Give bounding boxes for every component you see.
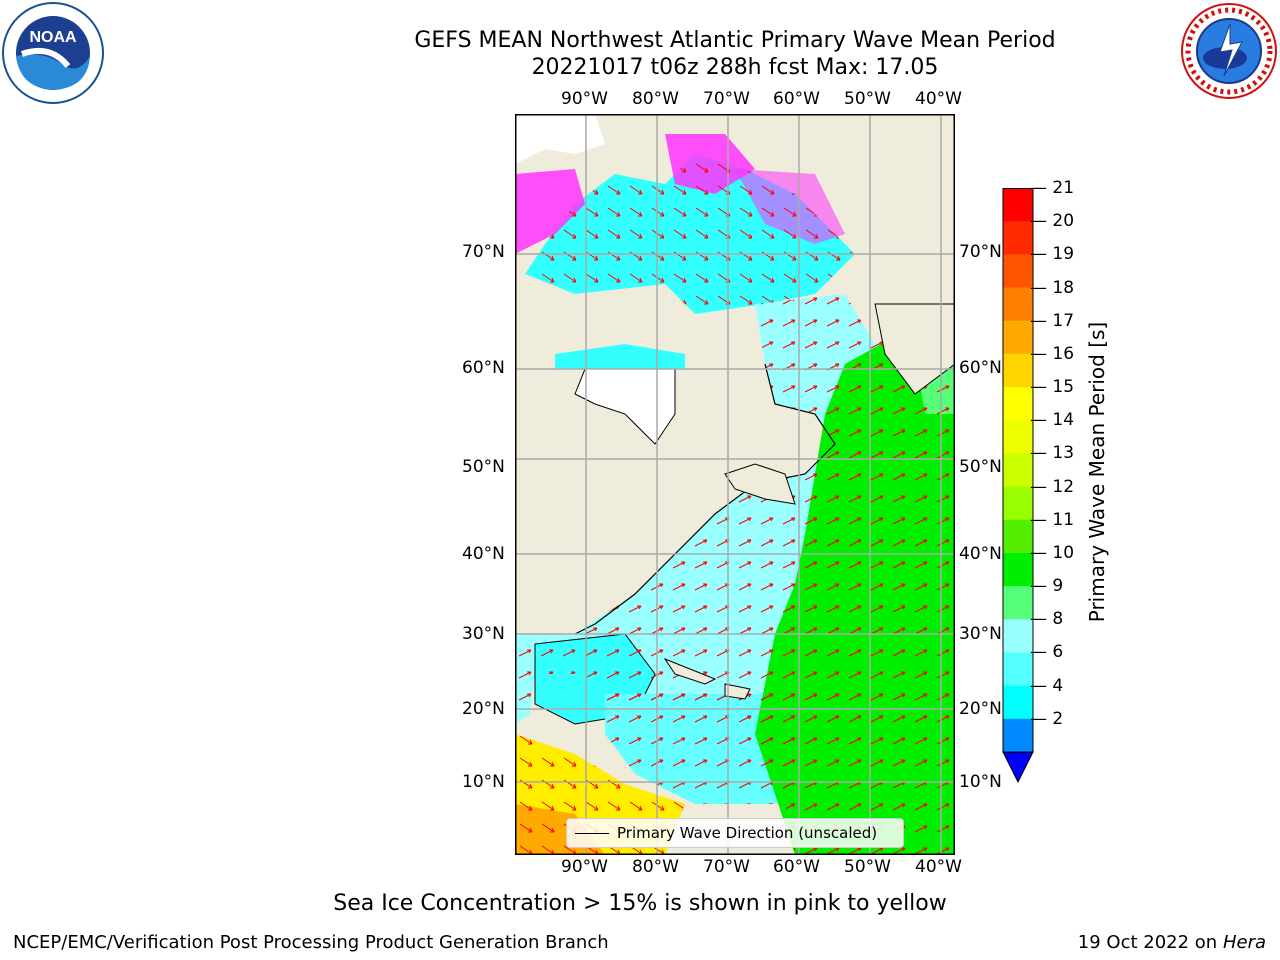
colorbar-segment [1003,586,1033,620]
footer-credit: NCEP/EMC/Verification Post Processing Pr… [13,932,609,953]
colorbar-tick-label: — 18 [1030,277,1075,298]
colorbar-tick-label: — 17 [1030,310,1075,331]
colorbar-segment [1003,287,1033,322]
svg-text:NOAA: NOAA [29,29,77,46]
lat-label-left-40n: 40°N [462,544,505,564]
sea-ice-west [515,169,585,254]
colorbar-segment [1003,254,1033,289]
lon-label-top-60w: 60°W [773,89,820,109]
lon-label-bottom-50w: 50°W [844,857,891,877]
map-svg [515,114,956,855]
footer-machine: Hera [1222,932,1266,953]
colorbar [1002,188,1034,784]
lat-label-right-40n: 40°N [959,544,1002,564]
lat-label-right-50n: 50°N [959,457,1002,477]
lat-label-left-60n: 60°N [462,358,505,378]
colorbar-tick-label: — 13 [1030,443,1075,464]
noaa-logo: NOAA [2,2,104,104]
colorbar-segment [1003,453,1033,488]
footer-date-text: 19 Oct 2022 on [1077,932,1223,953]
colorbar-tick-label: — 10 [1030,542,1075,563]
colorbar-tick-label: — 8 [1030,609,1064,630]
lat-label-right-70n: 70°N [959,242,1002,262]
colorbar-segment [1003,387,1033,421]
lat-label-left-70n: 70°N [462,242,505,262]
lon-label-top-40w: 40°W [915,89,962,109]
colorbar-segment [1003,685,1033,720]
lat-label-left-50n: 50°N [462,457,505,477]
colorbar-segment [1003,552,1033,587]
lat-label-left-20n: 20°N [462,699,505,719]
colorbar-label: Primary Wave Mean Period [s] [1085,321,1109,623]
lat-label-left-10n: 10°N [462,772,505,792]
hudson-strait [555,344,685,369]
lat-label-right-60n: 60°N [959,358,1002,378]
lat-label-left-30n: 30°N [462,624,505,644]
colorbar-segment [1003,420,1033,454]
chart-title: GEFS MEAN Northwest Atlantic Primary Wav… [414,28,1056,53]
lon-label-bottom-70w: 70°W [703,857,750,877]
wave-period-map: Primary Wave Direction (unscaled) [515,114,956,855]
lat-label-right-10n: 10°N [959,772,1002,792]
colorbar-tick-label: — 2 [1030,708,1064,729]
arctic-arrows [525,154,855,314]
lon-label-top-50w: 50°W [844,89,891,109]
colorbar-tick-label: — 9 [1030,576,1064,597]
newfoundland [724,463,796,505]
arctic-unmasked [515,114,605,164]
sea-ice-note: Sea Ice Concentration > 15% is shown in … [333,891,947,916]
colorbar-tick-label: — 11 [1030,509,1075,530]
colorbar-segment [1003,619,1033,653]
colorbar-segment [1003,221,1033,255]
colorbar-tick-label: — 12 [1030,476,1075,497]
colorbar-extend-triangle [1002,751,1034,784]
colorbar-frame [1002,188,1034,753]
colorbar-tick-label: — 6 [1030,642,1064,663]
colorbar-segment [1003,652,1033,687]
colorbar-segment [1003,718,1033,753]
map-frame [515,114,955,855]
colorbar-svg [1002,188,1034,784]
colorbar-tick-label: — 16 [1030,343,1075,364]
lon-label-bottom-40w: 40°W [915,857,962,877]
hispaniola [724,683,751,700]
colorbar-tick-label: — 19 [1030,244,1075,265]
legend-line-icon [575,833,609,834]
lon-label-bottom-80w: 80°W [632,857,679,877]
colorbar-tick-label: — 20 [1030,211,1075,232]
lon-label-bottom-90w: 90°W [561,857,608,877]
colorbar-segment [1003,353,1033,388]
lon-label-top-70w: 70°W [703,89,750,109]
colorbar-segment [1003,188,1033,222]
caribbean-arrows [605,694,805,804]
lat-label-right-20n: 20°N [959,699,1002,719]
lon-label-top-90w: 90°W [561,89,608,109]
lon-label-bottom-60w: 60°W [773,857,820,877]
colorbar-tick-label: — 14 [1030,410,1075,431]
graticule [515,114,955,855]
nws-logo [1180,2,1278,100]
legend-label: Primary Wave Direction (unscaled) [617,824,878,842]
colorbar-segment [1003,486,1033,521]
colorbar-segment [1003,519,1033,554]
colorbar-tick-label: — 4 [1030,675,1064,696]
hudson-bay [574,368,676,445]
colorbar-tick-label: — 15 [1030,377,1075,398]
lat-label-right-30n: 30°N [959,624,1002,644]
wave-direction-arrows [515,294,955,855]
colorbar-segment [1003,320,1033,355]
chart-subtitle: 20221017 t06z 288h fcst Max: 17.05 [531,55,939,80]
cuba [663,657,717,685]
colorbar-ticks: — 21 — 20 — 19 — 18 — 17 — 16 — 15 — 14 — 13 — 12… [1030,178,1090,768]
footer-date: 19 Oct 2022 on Hera [1078,932,1266,953]
colorbar-tick-label: — 21 [1030,178,1075,198]
lon-label-top-80w: 80°W [632,89,679,109]
map-legend: Primary Wave Direction (unscaled) [566,818,904,848]
